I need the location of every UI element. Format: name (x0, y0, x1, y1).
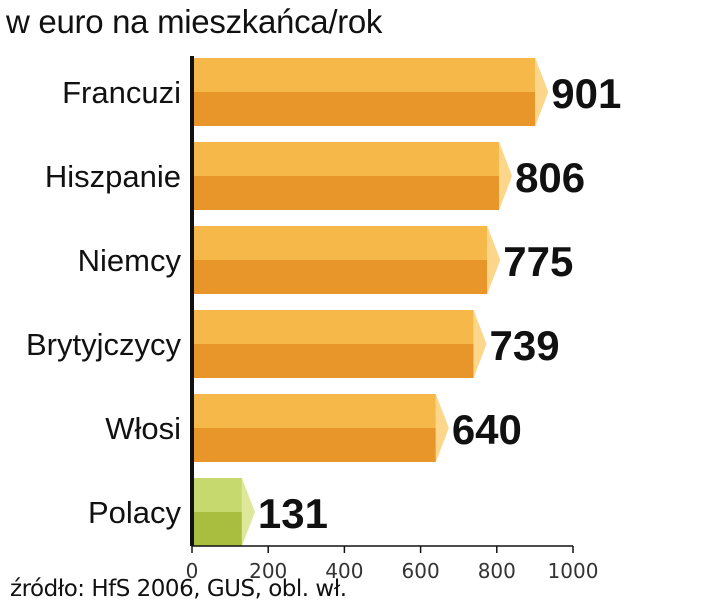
category-label: Hiszpanie (45, 159, 181, 194)
bar-end-cap (499, 142, 513, 210)
x-tick-label: 600 (402, 559, 440, 583)
bar-top-face (192, 310, 474, 344)
bar-bottom-face (192, 344, 474, 378)
bars-group: Francuzi 901 Hiszpanie 806 Niemcy 775 Brytyjcz… (26, 58, 621, 546)
bar-top-face (192, 394, 436, 428)
bar-end-cap (435, 394, 449, 462)
bar-brytyjczycy: Brytyjczycy 739 (26, 310, 560, 378)
bar-top-face (192, 226, 488, 260)
bar-bottom-face (192, 428, 436, 462)
bar-top-face (192, 58, 536, 92)
bar-top-face (192, 478, 242, 512)
value-label: 806 (515, 154, 585, 201)
bar-bottom-face (192, 512, 242, 546)
bar-polacy: Polacy 131 (88, 478, 328, 546)
value-label: 640 (452, 406, 522, 453)
value-label: 131 (258, 490, 328, 537)
bar-end-cap (241, 478, 255, 546)
category-label: Brytyjczycy (26, 327, 182, 362)
bar-end-cap (487, 226, 501, 294)
x-tick-label: 800 (478, 559, 516, 583)
value-label: 739 (490, 322, 560, 369)
bar-bottom-face (192, 92, 536, 126)
chart-title: w euro na mieszkańca/rok (6, 3, 383, 40)
x-tick-label: 0 (186, 559, 199, 583)
bar-end-cap (535, 58, 549, 126)
x-axis: 0 200 400 600 800 1000 (186, 545, 599, 583)
bar-bottom-face (192, 260, 488, 294)
category-label: Włosi (105, 411, 181, 446)
x-tick-label: 400 (325, 559, 363, 583)
bar-francuzi: Francuzi 901 (62, 58, 621, 126)
category-label: Niemcy (78, 243, 182, 278)
x-tick-label: 200 (249, 559, 287, 583)
bar-end-cap (473, 310, 487, 378)
category-label: Francuzi (62, 75, 181, 110)
bar-hiszpanie: Hiszpanie 806 (45, 142, 585, 210)
value-label: 775 (503, 238, 573, 285)
bar-bottom-face (192, 176, 500, 210)
category-label: Polacy (88, 495, 182, 530)
bar-top-face (192, 142, 500, 176)
bar-włosi: Włosi 640 (105, 394, 522, 462)
source-note: źródło: HfS 2006, GUS, obl. wł. (10, 576, 347, 602)
bar-niemcy: Niemcy 775 (78, 226, 573, 294)
value-label: 901 (551, 70, 621, 117)
x-tick-label: 1000 (548, 559, 599, 583)
